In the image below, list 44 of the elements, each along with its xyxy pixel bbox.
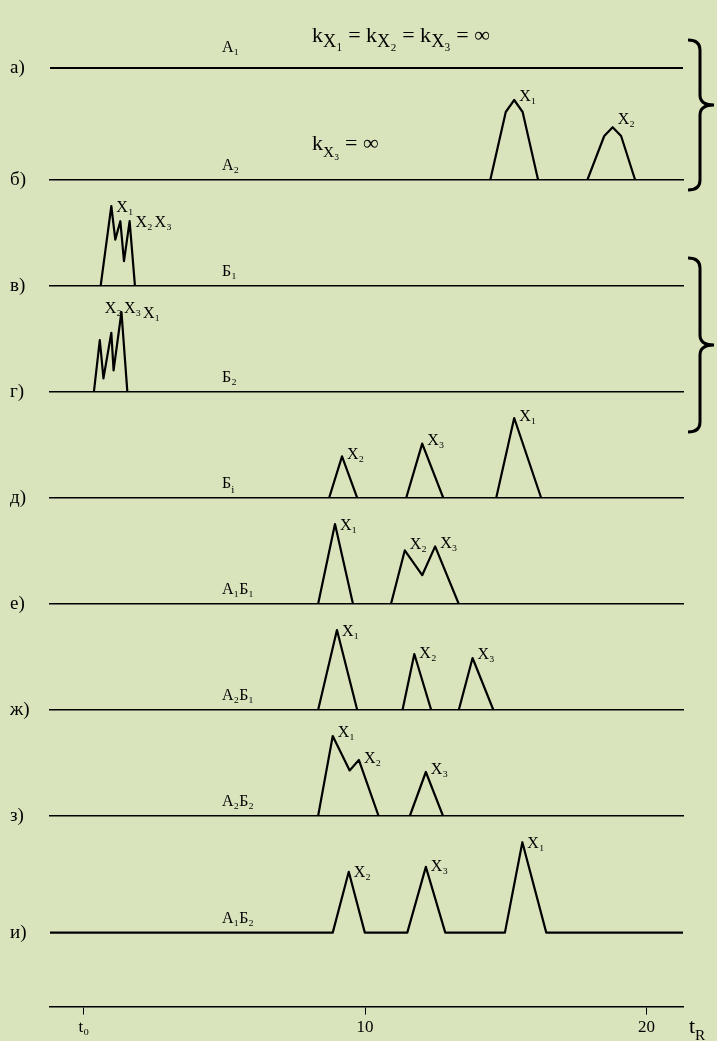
annotation: X₁ — [143, 304, 161, 321]
annotation: X₂ — [363, 748, 382, 766]
text: k$_{X₁}$ = k$_{X₂}$ = k$_{X₃}$ = ∞ — [312, 22, 490, 53]
annotation: X₃ — [440, 533, 458, 551]
annotation: A₂ — [222, 156, 240, 173]
annotation: A₂Б₁ — [222, 686, 254, 703]
annotation: X₂ — [617, 110, 635, 128]
annotation: X₂ — [353, 863, 371, 881]
annotation: X₁ — [527, 833, 545, 851]
text: ж) — [9, 697, 30, 720]
text: а) — [10, 56, 25, 78]
text: з) — [10, 803, 24, 826]
text: A₁ — [222, 38, 240, 56]
annotation: X₂ — [409, 534, 427, 552]
annotation: X₂ — [419, 643, 437, 661]
annotation: X₃ — [123, 299, 142, 316]
x-tick-label: t₀ — [78, 1017, 90, 1037]
text: д) — [10, 485, 26, 508]
annotation: A₂Б₂ — [222, 792, 254, 809]
annotation: X₁ — [519, 87, 537, 104]
annotation: X₂ — [347, 444, 365, 462]
annotation: X₃ — [427, 431, 445, 449]
annotation: A₁Б₂ — [222, 908, 254, 926]
annotation: X₁ — [337, 723, 355, 740]
annotation: X₂ — [135, 213, 153, 231]
annotation: A₁Б₁ — [222, 580, 254, 597]
text: е) — [10, 591, 25, 614]
text: и) — [10, 920, 27, 943]
text: б) — [10, 167, 26, 190]
x-tick-label: 10 — [356, 1017, 374, 1037]
text: в) — [10, 273, 26, 296]
annotation: X₃ — [477, 645, 495, 663]
x-tick-label: 20 — [637, 1017, 655, 1037]
annotation: Б₁ — [222, 262, 237, 279]
annotation: X₁ — [519, 406, 537, 424]
annotation: Б₂ — [222, 368, 237, 385]
annotation: X₃ — [430, 857, 448, 875]
annotation: X₃ — [430, 759, 448, 777]
text: г) — [10, 379, 25, 402]
annotation: X₁ — [341, 621, 360, 639]
annotation: X₁ — [339, 516, 358, 533]
annotation: X₁ — [116, 198, 134, 215]
annotation: X₃ — [154, 213, 172, 231]
annotation: X₂ — [104, 299, 122, 316]
